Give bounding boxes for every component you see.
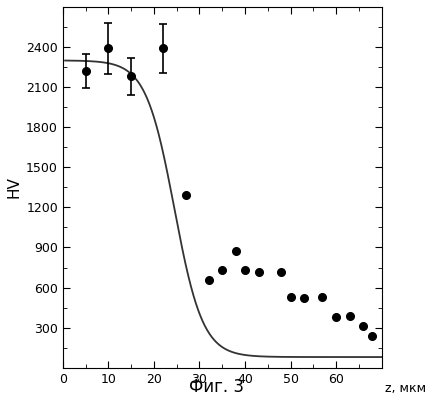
Y-axis label: HV: HV xyxy=(7,176,22,198)
Text: Фиг. 3: Фиг. 3 xyxy=(189,378,244,396)
Text: z, мкм: z, мкм xyxy=(385,382,426,395)
